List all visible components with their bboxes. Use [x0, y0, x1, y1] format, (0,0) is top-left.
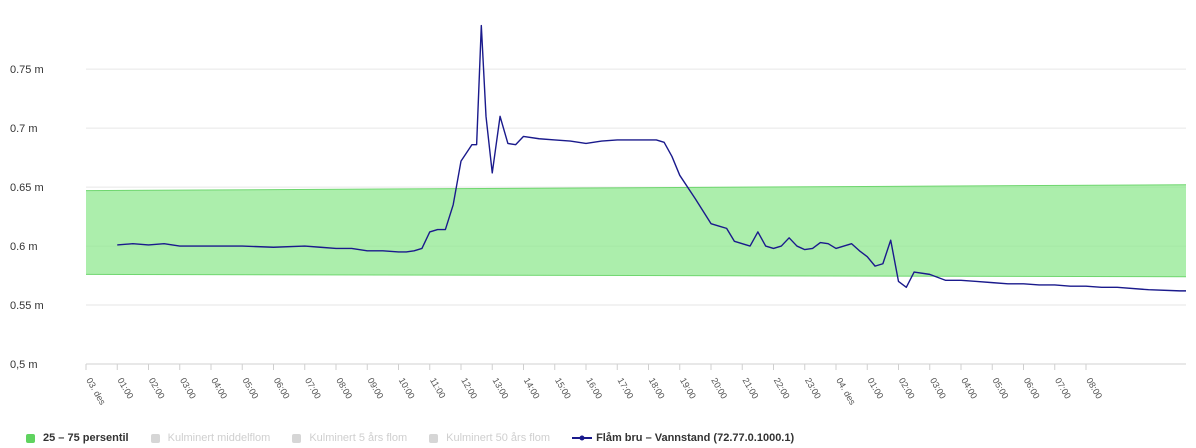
legend-item-mean-flood[interactable]: Kulminert middelflom [150, 432, 271, 444]
percentile-band-lower-edge [85, 273, 1187, 278]
legend-item-water-level[interactable]: Flåm bru – Vannstand (72.77.0.1000.1) [572, 432, 794, 444]
x-tick-label: 23:00 [803, 376, 823, 401]
y-tick-label: 0,5 m [10, 359, 38, 371]
legend-swatch [26, 433, 35, 443]
x-tick-label: 15:00 [553, 376, 573, 401]
x-tick-label: 13:00 [491, 376, 511, 401]
y-tick-label: 0.6 m [10, 241, 38, 253]
x-tick-label: 05:00 [991, 376, 1011, 401]
x-tick-label: 20:00 [709, 376, 729, 401]
water-level-chart: 0,5 m 0.55 m 0.6 m 0.65 m 0.7 m 0.75 m 03. des… [10, 24, 1187, 407]
x-tick-label: 03:00 [928, 376, 948, 401]
legend-label: 25 – 75 persentil [43, 432, 129, 444]
y-tick-label: 0.75 m [10, 64, 44, 76]
x-tick-label: 14:00 [522, 376, 542, 401]
x-tick-label: 03. des [84, 376, 108, 407]
x-tick-label: 03:00 [178, 376, 198, 401]
x-tick-label: 19:00 [678, 376, 698, 401]
x-tick-label: 07:00 [1053, 376, 1073, 401]
x-tick-label: 12:00 [459, 376, 479, 401]
x-tick-label: 04:00 [209, 376, 229, 401]
legend-line-marker-icon [572, 435, 593, 441]
x-tick-label: 02:00 [897, 376, 917, 401]
x-tick-label: 04. des [834, 376, 858, 407]
legend-item-50yr-flood[interactable]: Kulminert 50 års flom [429, 432, 550, 444]
x-tick-label: 11:00 [428, 376, 448, 400]
legend-label: Kulminert 5 års flom [309, 432, 408, 444]
legend-label: Kulminert 50 års flom [446, 432, 551, 444]
x-tick-label: 07:00 [303, 376, 323, 401]
x-tick-label: 18:00 [647, 376, 667, 401]
x-tick-label: 10:00 [397, 376, 417, 401]
legend-swatch [429, 433, 439, 443]
legend-item-percentile[interactable]: 25 – 75 persentil [26, 432, 129, 444]
x-tick-label: 01:00 [866, 376, 886, 401]
percentile-band-area [86, 184, 1186, 277]
x-tick-label: 08:00 [1084, 376, 1104, 401]
x-tick-label: 06:00 [272, 376, 292, 401]
x-tick-label: 17:00 [616, 376, 636, 401]
y-tick-label: 0.65 m [10, 182, 44, 194]
y-tick-label: 0.7 m [10, 123, 38, 135]
x-tick-label: 02:00 [147, 376, 167, 401]
legend-swatch [292, 433, 302, 443]
chart-legend: 25 – 75 persentil Kulminert middelflom K… [26, 430, 816, 446]
percentile-band-upper-edge [85, 184, 1187, 192]
x-tick-label: 21:00 [741, 376, 761, 401]
x-tick-label: 09:00 [366, 376, 386, 401]
x-tick-label: 04:00 [959, 376, 979, 401]
y-tick-label: 0.55 m [10, 300, 44, 312]
x-tick-label: 06:00 [1022, 376, 1042, 401]
x-tick-label: 22:00 [772, 376, 792, 401]
legend-swatch [150, 433, 160, 443]
legend-label: Flåm bru – Vannstand (72.77.0.1000.1) [596, 432, 795, 444]
x-tick-label: 05:00 [241, 376, 261, 401]
x-tick-label: 16:00 [584, 376, 604, 401]
x-tick-label: 08:00 [334, 376, 354, 401]
water-level-series-line [117, 24, 1186, 292]
x-tick-label: 01:00 [116, 376, 136, 401]
legend-label: Kulminert middelflom [167, 432, 271, 444]
legend-item-5yr-flood[interactable]: Kulminert 5 års flom [292, 432, 407, 444]
